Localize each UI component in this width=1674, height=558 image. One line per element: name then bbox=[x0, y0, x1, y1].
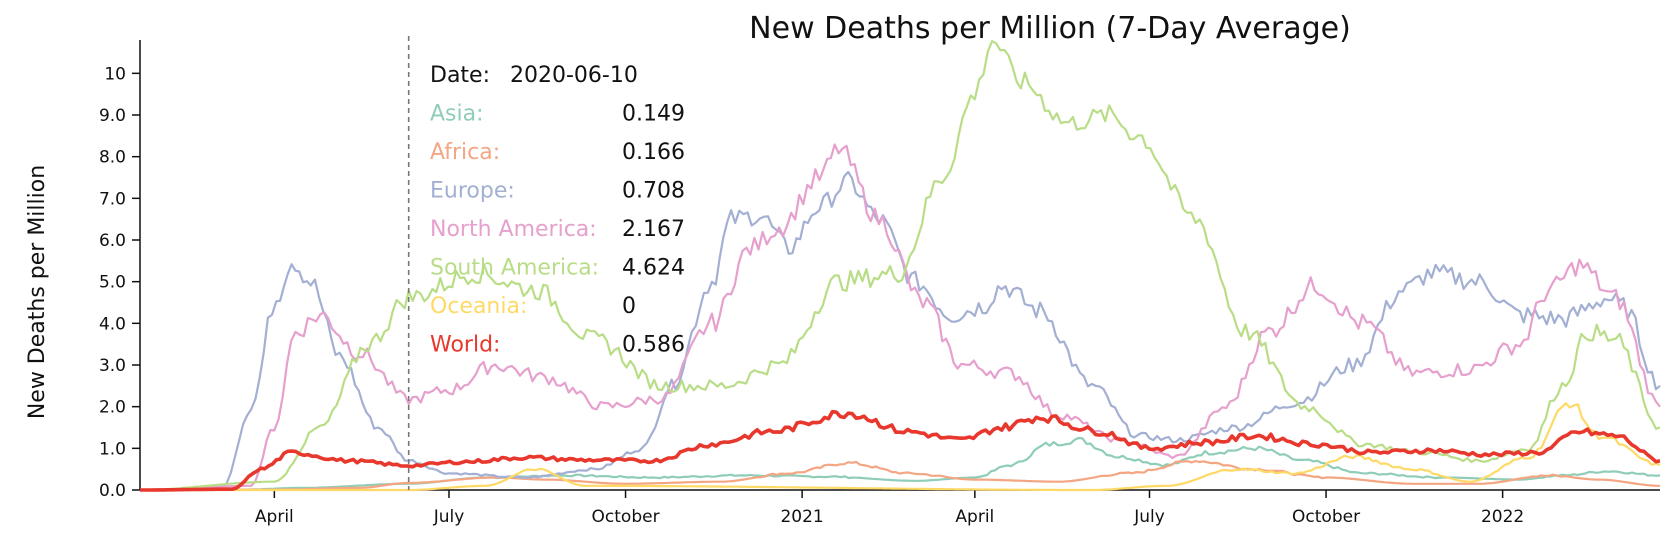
y-tick-label: 5.0 bbox=[99, 273, 126, 293]
y-tick-label: 6.0 bbox=[99, 231, 126, 251]
y-tick-label: 4.0 bbox=[99, 314, 126, 334]
y-tick-label: 2.0 bbox=[99, 398, 126, 418]
series-line-asia[interactable] bbox=[140, 436, 1661, 492]
series-line-world[interactable] bbox=[140, 409, 1661, 492]
y-tick-label: 1.0 bbox=[99, 439, 126, 459]
y-tick-label: 7.0 bbox=[99, 189, 126, 209]
tooltip-date-value: 2020-06-10 bbox=[510, 63, 638, 88]
y-tick-label: 9.0 bbox=[99, 106, 126, 126]
series-line-africa[interactable] bbox=[140, 459, 1660, 492]
tooltip-series-label: South America: bbox=[430, 256, 599, 281]
series-line-oceania[interactable] bbox=[140, 402, 1661, 492]
tooltip-series-value: 4.624 bbox=[622, 256, 685, 281]
tooltip-series-label: Africa: bbox=[430, 140, 500, 165]
tooltip-series-value: 0.166 bbox=[622, 140, 685, 165]
tooltip-series-value: 2.167 bbox=[622, 217, 685, 242]
x-tick-label: April bbox=[955, 507, 994, 527]
x-tick-label: 2022 bbox=[1481, 507, 1524, 527]
tooltip-series-value: 0.586 bbox=[622, 333, 685, 358]
x-tick-label: July bbox=[433, 507, 465, 527]
series-line-europe[interactable] bbox=[140, 170, 1661, 492]
hover-tooltip: Date: 2020-06-10 Asia: 0.149 Africa: 0.166 Eur… bbox=[430, 63, 685, 358]
y-axis-label: New Deaths per Million bbox=[25, 165, 50, 419]
y-tick-label: 10 bbox=[104, 64, 126, 84]
y-tick-label: 8.0 bbox=[99, 148, 126, 168]
plot-area[interactable]: 0.0 1.0 2.0 3.0 4.0 5.0 6.0 7.0 8.0 9.0 10 April Jul… bbox=[99, 36, 1661, 527]
tooltip-series-label: North America: bbox=[430, 217, 597, 242]
x-tick-label: 2021 bbox=[780, 507, 823, 527]
tooltip-series-value: 0.149 bbox=[622, 102, 685, 127]
x-tick-label: October bbox=[1292, 507, 1360, 527]
tooltip-series-value: 0.708 bbox=[622, 179, 685, 204]
chart-title: New Deaths per Million (7-Day Average) bbox=[749, 11, 1351, 46]
series-line-north-america[interactable] bbox=[140, 143, 1661, 492]
y-tick-label: 3.0 bbox=[99, 356, 126, 376]
tooltip-series-label: World: bbox=[430, 333, 500, 358]
tooltip-series-label: Oceania: bbox=[430, 294, 527, 319]
tooltip-date-label: Date: bbox=[430, 63, 490, 88]
tooltip-series-value: 0 bbox=[622, 294, 636, 319]
tooltip-series-label: Asia: bbox=[430, 102, 484, 127]
y-tick-label: 0.0 bbox=[99, 481, 126, 501]
x-tick-label: October bbox=[592, 507, 660, 527]
x-tick-label: July bbox=[1133, 507, 1165, 527]
x-tick-label: April bbox=[255, 507, 294, 527]
series-line-south-america[interactable] bbox=[140, 40, 1661, 492]
tooltip-series-label: Europe: bbox=[430, 179, 515, 204]
